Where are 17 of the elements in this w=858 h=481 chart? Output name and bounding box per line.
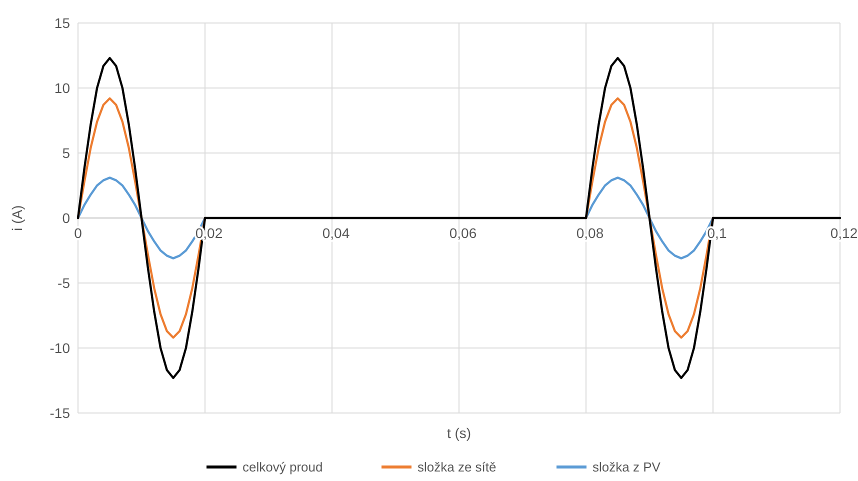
legend-label: složka z PV bbox=[592, 460, 661, 475]
x-tick-label: 0 bbox=[74, 225, 82, 241]
y-tick-label: 15 bbox=[54, 14, 70, 31]
legend-label: celkový proud bbox=[242, 460, 323, 475]
y-axis-title: i (A) bbox=[9, 205, 25, 231]
y-tick-label: 5 bbox=[62, 144, 70, 161]
x-tick-label: 0,06 bbox=[449, 225, 477, 241]
y-tick-label: 10 bbox=[54, 80, 70, 96]
x-tick-label: 0,08 bbox=[576, 225, 604, 241]
x-tick-label: 0,04 bbox=[322, 225, 350, 241]
x-axis-title: t (s) bbox=[446, 425, 472, 441]
legend-label: složka ze sítě bbox=[418, 460, 496, 475]
x-tick-label: 0,12 bbox=[830, 225, 858, 241]
y-tick-label: -10 bbox=[50, 340, 70, 356]
y-tick-label: -5 bbox=[58, 274, 70, 291]
y-tick-label: -15 bbox=[50, 404, 70, 421]
y-tick-label: 0 bbox=[62, 210, 70, 226]
